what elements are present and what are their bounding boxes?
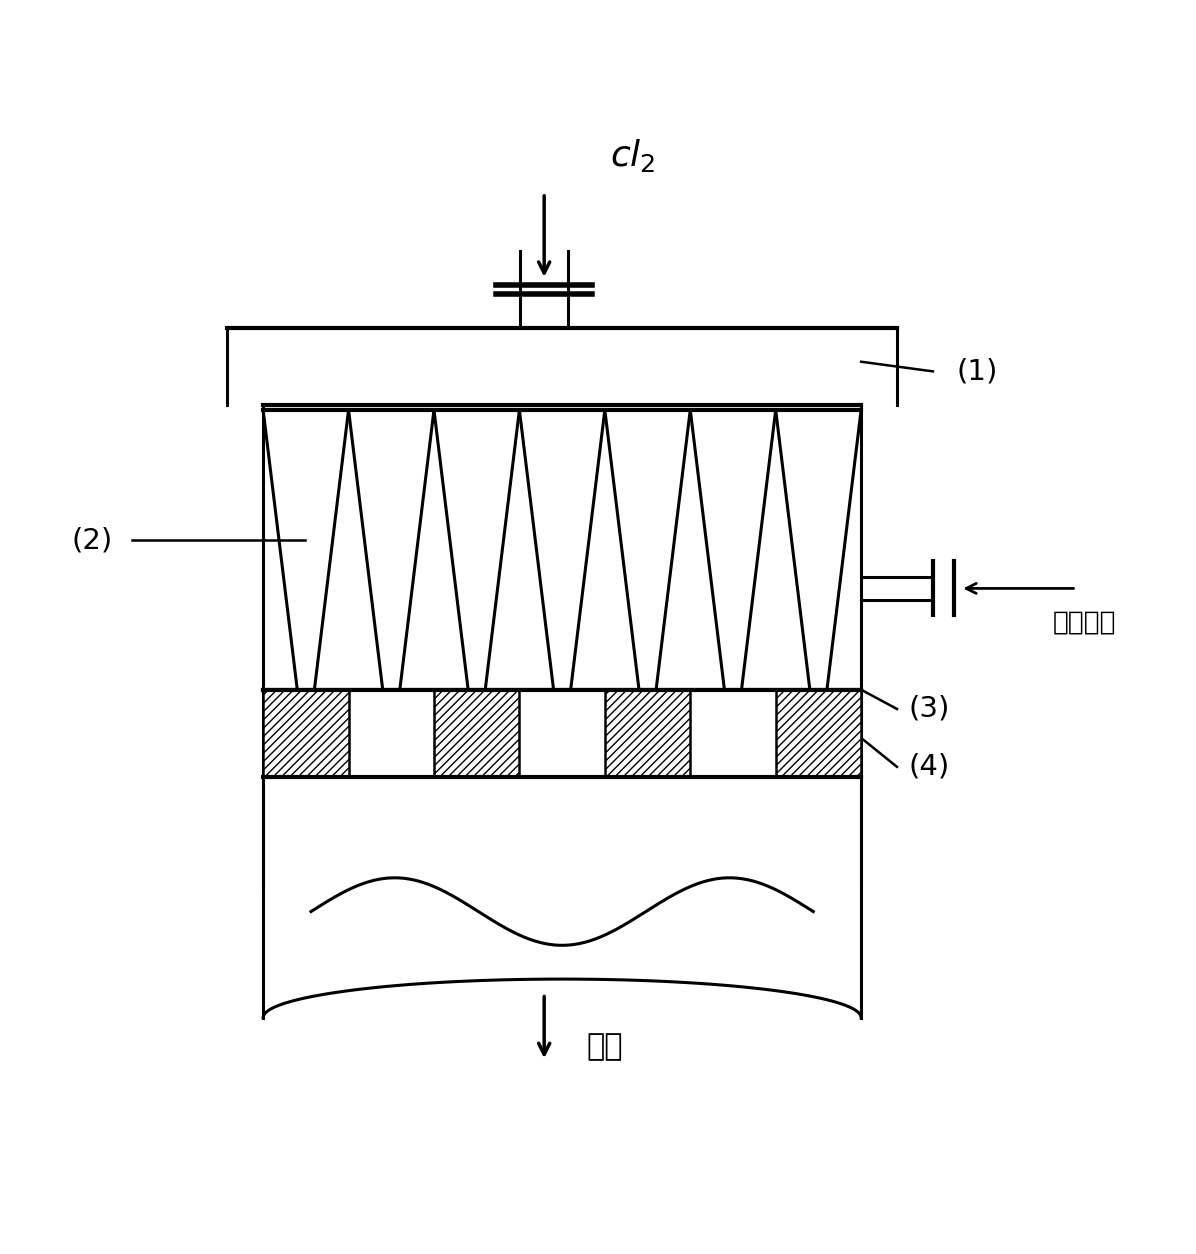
Bar [605,690,690,776]
Text: (2): (2) [72,527,112,554]
Bar [690,690,776,776]
Text: (4): (4) [909,752,950,781]
Bar [434,690,519,776]
Text: $cl_2$: $cl_2$ [610,137,655,173]
Text: (3): (3) [909,695,951,724]
Bar [776,690,861,776]
Bar [263,690,861,776]
Text: (1): (1) [957,357,999,385]
Text: 产品: 产品 [586,1032,623,1061]
Bar [348,690,434,776]
Text: 异丁烯，: 异丁烯， [1052,609,1116,636]
Bar [519,690,605,776]
Bar [263,690,348,776]
